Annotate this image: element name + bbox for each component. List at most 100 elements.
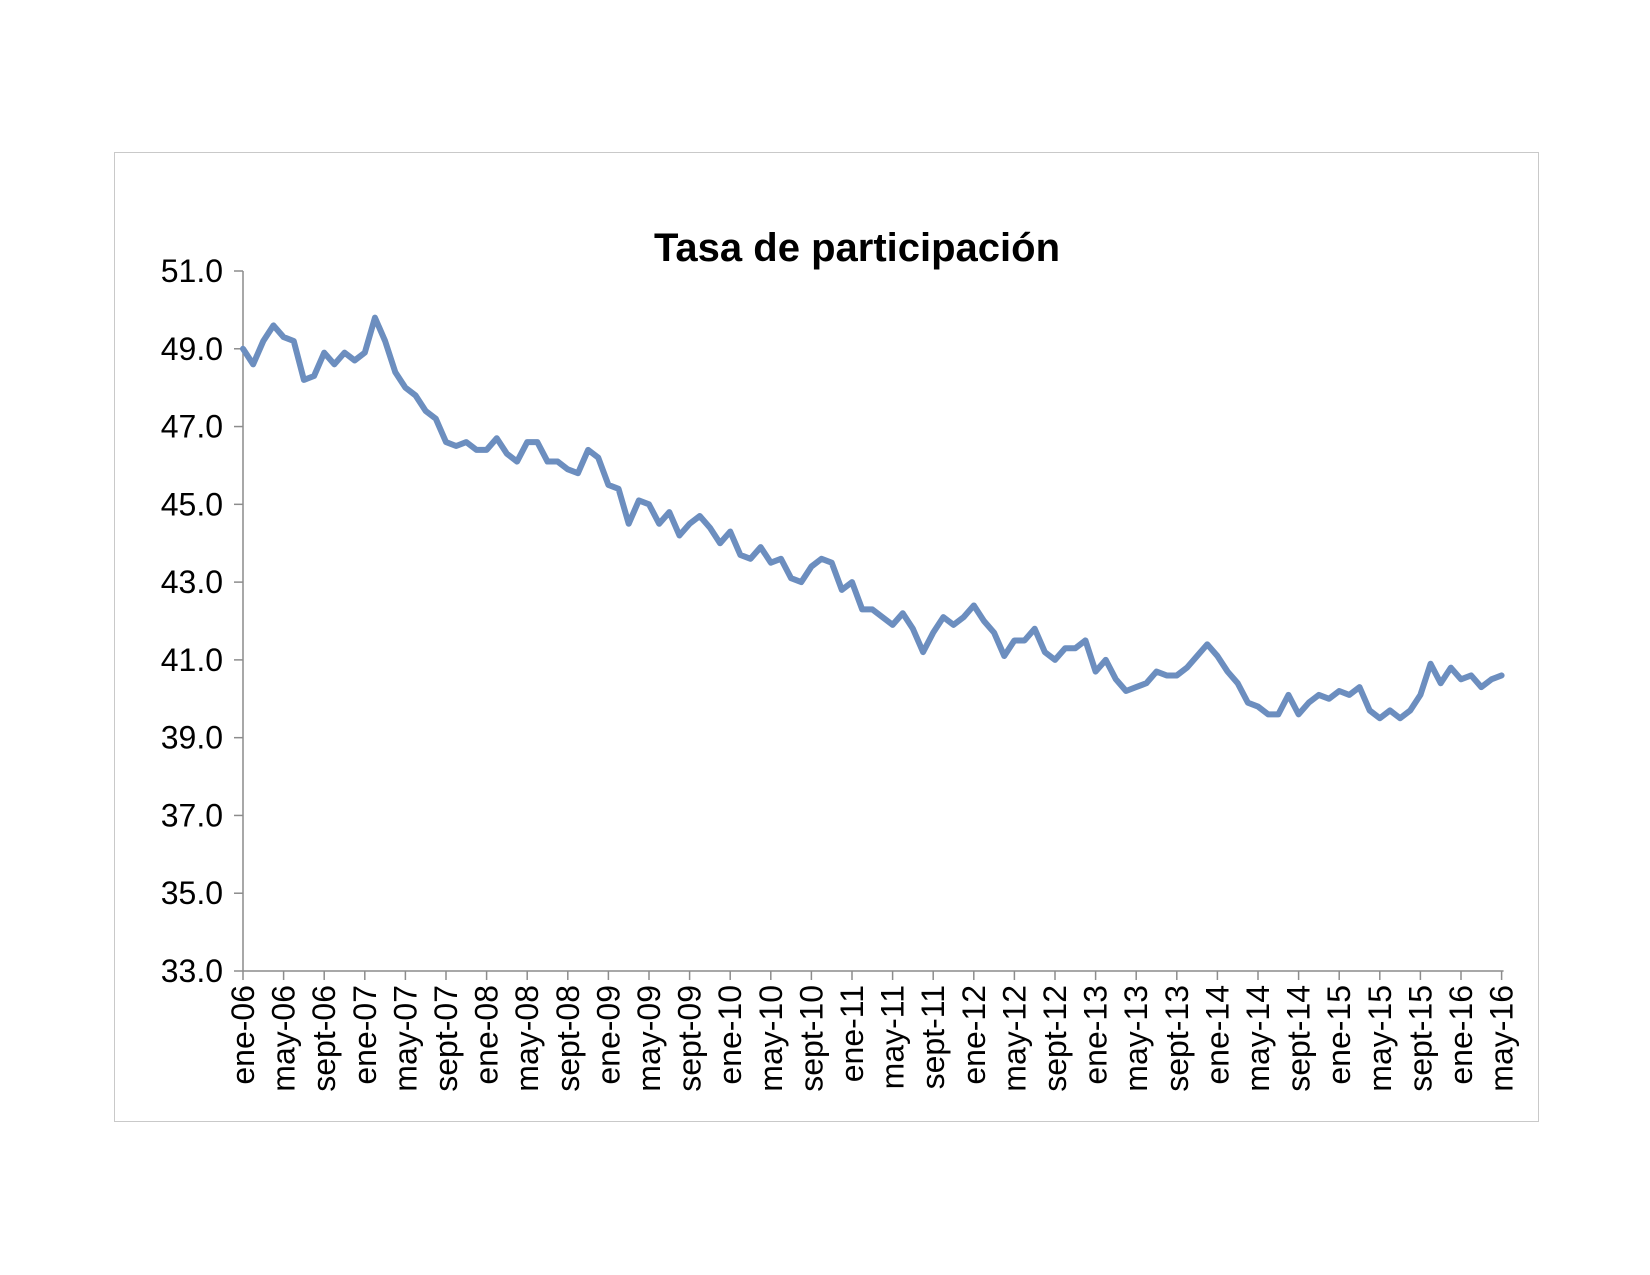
y-tick-label: 47.0	[161, 409, 223, 445]
data-point	[940, 614, 946, 620]
x-axis: ene-06 may-06 sept-06 ene-07 may-07 sept-07 en…	[225, 970, 1520, 1092]
data-point	[1093, 669, 1099, 675]
data-point	[1387, 707, 1393, 713]
data-point	[819, 556, 825, 562]
data-point	[504, 451, 510, 457]
data-point	[595, 455, 601, 461]
data-point	[666, 509, 672, 515]
data-point	[1306, 700, 1312, 706]
x-tick-label: may-15	[1362, 985, 1398, 1092]
series-layer	[240, 314, 1505, 722]
data-point	[473, 447, 479, 453]
data-point	[240, 346, 246, 352]
data-point	[1499, 672, 1505, 678]
data-point	[1204, 641, 1210, 647]
x-tick-label: may-08	[509, 985, 545, 1092]
data-point	[646, 501, 652, 507]
x-tick-label: sept-12	[1037, 985, 1073, 1092]
data-point	[1336, 688, 1342, 694]
x-tick-label: may-14	[1240, 985, 1276, 1092]
data-point	[890, 622, 896, 628]
data-point	[1357, 684, 1363, 690]
data-point	[768, 560, 774, 566]
data-point	[575, 470, 581, 476]
x-tick-label: ene-08	[469, 985, 505, 1085]
data-point	[1052, 657, 1058, 663]
data-point	[1367, 707, 1373, 713]
x-tick-label: may-11	[875, 985, 911, 1089]
data-point	[1214, 653, 1220, 659]
data-point	[423, 408, 429, 414]
y-tick-label: 51.0	[161, 253, 223, 289]
data-point	[748, 556, 754, 562]
y-tick-label: 39.0	[161, 720, 223, 756]
data-point	[1458, 676, 1464, 682]
data-point	[1275, 711, 1281, 717]
data-point	[433, 416, 439, 422]
data-point	[372, 315, 378, 321]
data-point	[829, 560, 835, 566]
data-point	[616, 486, 622, 492]
data-point	[331, 361, 337, 367]
data-point	[727, 529, 733, 535]
data-point	[971, 602, 977, 608]
data-point	[839, 587, 845, 593]
x-tick-label: may-12	[996, 985, 1032, 1092]
x-tick-label: sept-14	[1281, 985, 1317, 1092]
data-point	[1103, 657, 1109, 663]
data-point	[1438, 680, 1444, 686]
data-point	[1123, 688, 1129, 694]
series-line	[240, 314, 1505, 722]
x-tick-label: ene-13	[1078, 985, 1114, 1085]
data-point	[626, 521, 632, 527]
data-point	[362, 350, 368, 356]
y-tick-label: 49.0	[161, 331, 223, 367]
data-point	[697, 513, 703, 519]
data-point	[321, 350, 327, 356]
data-point	[758, 544, 764, 550]
data-point	[687, 521, 693, 527]
data-point	[1154, 669, 1160, 675]
data-point	[1346, 692, 1352, 698]
data-point	[1113, 676, 1119, 682]
data-point	[1377, 715, 1383, 721]
data-point	[961, 614, 967, 620]
data-point	[494, 435, 500, 441]
data-point	[585, 447, 591, 453]
data-point	[1488, 676, 1494, 682]
x-tick-label: sept-10	[793, 985, 829, 1092]
data-point	[555, 459, 561, 465]
chart-frame: Tasa de participación 33.0 35.0 37.0 39.0 41…	[114, 152, 1539, 1122]
data-point	[849, 579, 855, 585]
data-point	[250, 361, 256, 367]
data-point	[392, 369, 398, 375]
y-tick-label: 35.0	[161, 875, 223, 911]
data-point	[869, 606, 875, 612]
data-point	[1235, 680, 1241, 686]
chart-title: Tasa de participación	[654, 226, 1060, 270]
x-tick-label: sept-11	[915, 985, 951, 1089]
data-point	[1022, 637, 1028, 643]
data-point	[402, 385, 408, 391]
x-tick-label: sept-08	[550, 985, 586, 1092]
data-point	[1468, 672, 1474, 678]
data-point	[1011, 637, 1017, 643]
data-point	[737, 552, 743, 558]
x-tick-label: ene-09	[590, 985, 626, 1085]
x-tick-label: ene-07	[347, 985, 383, 1085]
x-tick-label: ene-06	[225, 985, 261, 1085]
data-point	[1164, 672, 1170, 678]
data-point	[676, 532, 682, 538]
data-point	[1082, 637, 1088, 643]
data-point	[1194, 653, 1200, 659]
data-point	[281, 334, 287, 340]
x-tick-label: ene-10	[712, 985, 748, 1085]
data-point	[443, 439, 449, 445]
data-point	[788, 575, 794, 581]
data-point	[545, 459, 551, 465]
data-point	[1265, 711, 1271, 717]
x-tick-label: may-10	[753, 985, 789, 1092]
data-point	[1225, 669, 1231, 675]
x-tick-label: ene-15	[1321, 985, 1357, 1085]
data-point	[798, 579, 804, 585]
